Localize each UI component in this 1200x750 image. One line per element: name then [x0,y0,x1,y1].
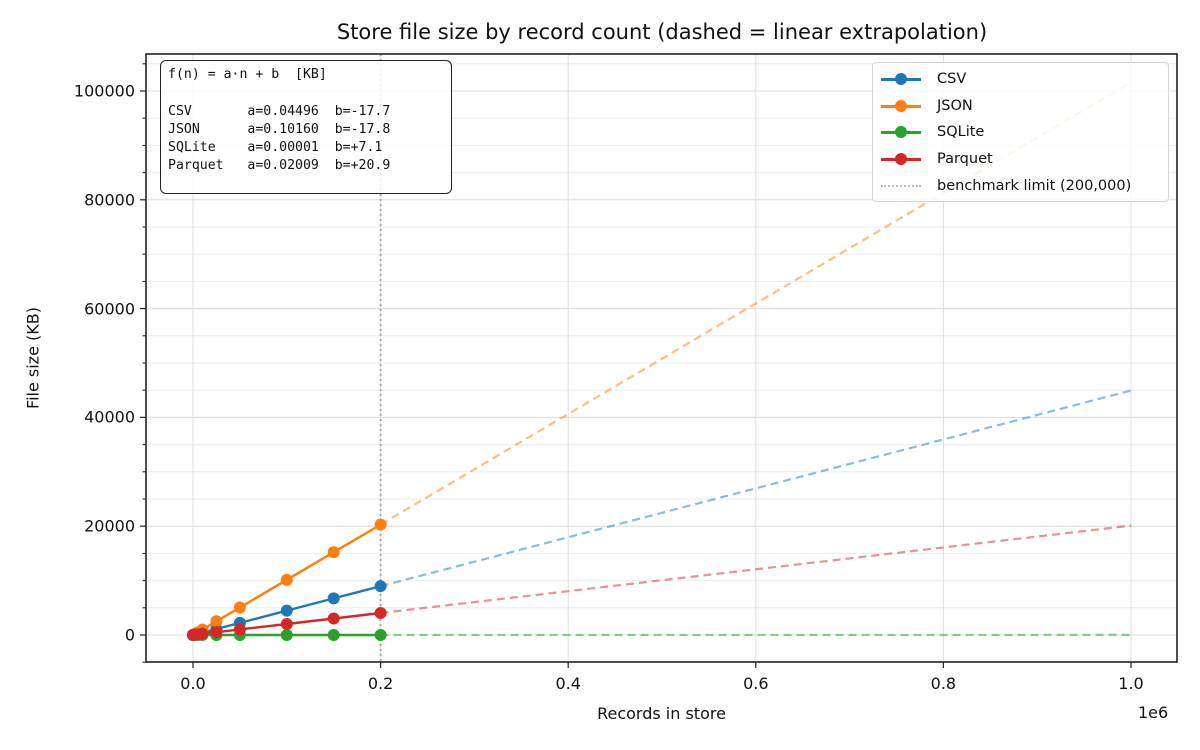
legend-item-parquet: Parquet [881,149,993,169]
line-marker-icon [881,96,921,116]
y-tick-label: 80000 [84,190,135,210]
dotted-line-icon [881,176,921,196]
y-tick-label: 20000 [84,516,135,536]
y-axis-label: File size (KB) [23,307,43,409]
chart-title: Store file size by record count (dashed … [336,20,988,44]
x-tick-label: 0.2 [367,674,394,693]
legend-item-json: JSON [881,96,973,116]
legend-item-benchmark-limit: benchmark limit (200,000) [881,176,1131,196]
y-tick-label: 40000 [84,407,135,427]
y-tick-label: 0 [124,625,135,645]
fit-row-json: JSON a=0.10160 b=-17.8 [168,121,391,137]
x-tick-label: 0.6 [743,674,769,693]
line-marker-icon [881,149,921,169]
x-tick-label: 0.8 [930,674,957,693]
y-tick-label: 60000 [84,299,135,319]
legend-item-sqlite: SQLite [881,122,984,142]
legend: CSV JSON SQLite Parquet benchmark limit … [872,62,1169,202]
y-tick-label: 100000 [73,81,135,101]
fit-row-parquet: Parquet a=0.02009 b=+20.9 [168,158,391,174]
x-tick-label: 1.0 [1118,674,1144,693]
fit-row-sqlite: SQLite a=0.00001 b=+7.1 [168,140,383,156]
x-tick-label: 0.0 [180,674,206,693]
fit-header: f(n) = a·n + b [KB] [168,67,327,82]
x-axis-label: Records in store [597,704,726,723]
fit-equations-box: f(n) = a·n + b [KB] CSV a=0.04496 b=-17.… [160,60,452,194]
line-marker-icon [881,122,921,142]
line-marker-icon [881,69,921,89]
fit-row-csv: CSV a=0.04496 b=-17.7 [168,103,391,119]
x-tick-label: 0.4 [555,674,581,693]
x-axis-offset-label: 1e6 [1138,703,1169,722]
legend-item-csv: CSV [881,69,966,89]
